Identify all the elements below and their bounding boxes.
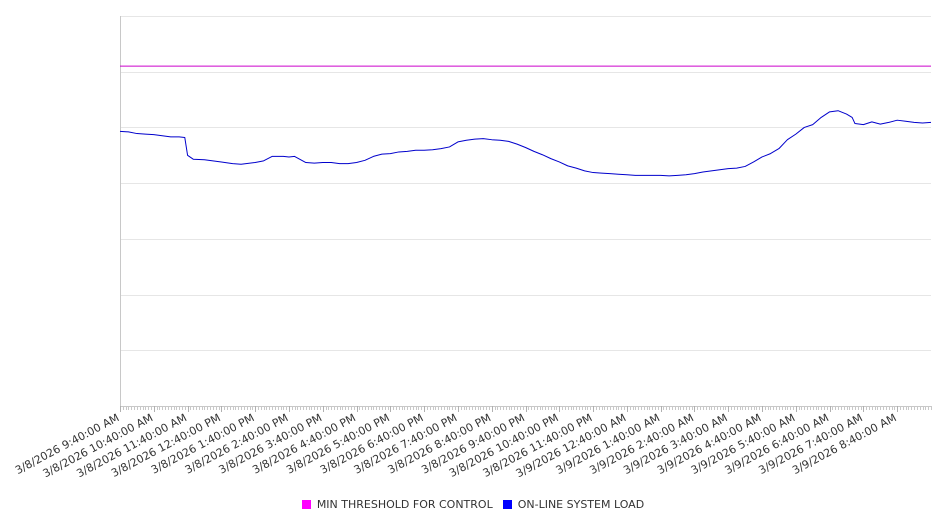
- chart: 3/8/2026 9:40:00 AM3/8/2026 10:40:00 AM3…: [13, 16, 932, 480]
- series: [119, 65, 932, 177]
- legend-label-threshold: MIN THRESHOLD FOR CONTROL: [316, 498, 493, 511]
- legend-swatch-threshold: [301, 500, 311, 509]
- legend-label-system-load: ON-LINE SYSTEM LOAD: [517, 498, 645, 511]
- legend-item-threshold[interactable]: MIN THRESHOLD FOR CONTROL: [301, 498, 493, 511]
- axes: [120, 16, 932, 412]
- legend-item-system-load[interactable]: ON-LINE SYSTEM LOAD: [502, 498, 645, 511]
- grid-lines: [120, 16, 931, 351]
- x-tick-labels: 3/8/2026 9:40:00 AM3/8/2026 10:40:00 AM3…: [13, 411, 899, 480]
- legend: MIN THRESHOLD FOR CONTROL ON-LINE SYSTEM…: [0, 498, 946, 511]
- legend-swatch-system-load: [502, 500, 512, 509]
- series-line-system-load: [119, 110, 932, 177]
